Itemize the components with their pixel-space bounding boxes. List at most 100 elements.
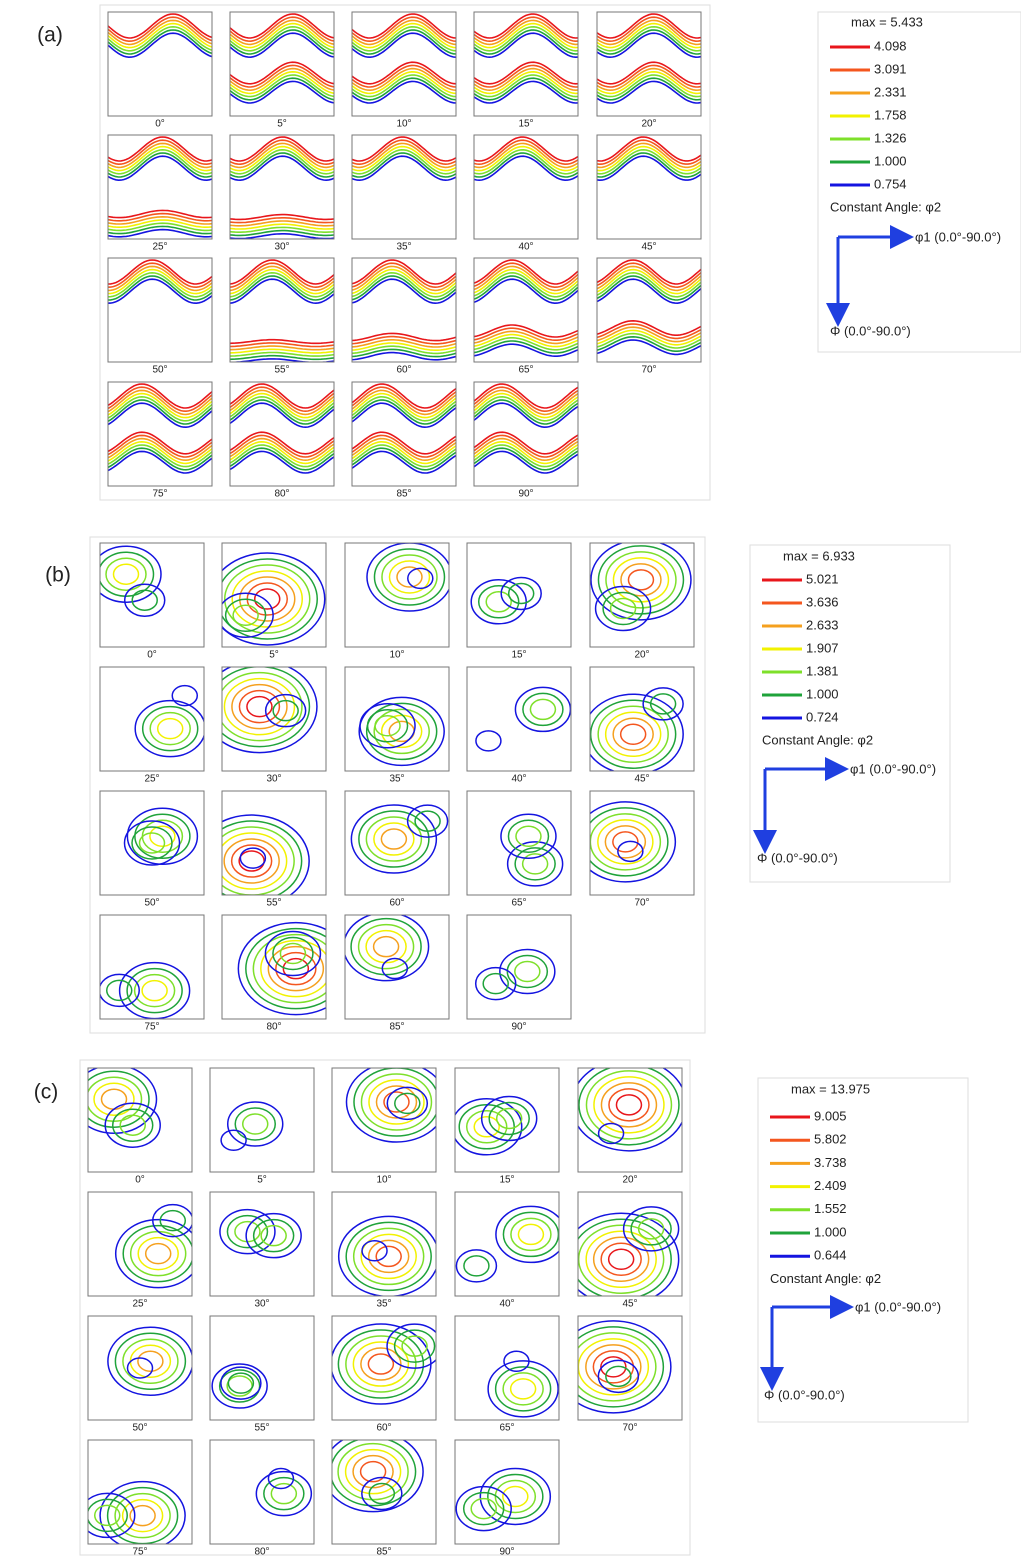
contour-line [230, 61, 334, 85]
contour-line [597, 29, 701, 55]
contour-line [352, 1341, 410, 1387]
section-frame [229, 257, 335, 363]
contour-line [474, 16, 578, 43]
contour-line [394, 1092, 421, 1115]
panel-label: (b) [45, 564, 71, 587]
contour-line [597, 332, 701, 349]
contour-line [359, 1460, 387, 1483]
contour-plot [590, 687, 684, 771]
contour-line [474, 450, 578, 474]
contour-line [414, 810, 441, 832]
contour-line [352, 399, 456, 425]
contour-line [367, 1353, 395, 1375]
contour-line [230, 220, 334, 227]
contour-line [223, 564, 311, 634]
section-frame [229, 381, 335, 487]
contour-line [375, 1085, 418, 1119]
contour-plot [219, 1208, 302, 1259]
contour-plot [255, 1467, 313, 1517]
contour-line [230, 223, 334, 230]
contour-line [592, 1350, 635, 1384]
contour-line [597, 329, 701, 346]
contour-line [352, 67, 456, 92]
contour-plot [352, 259, 456, 361]
contour-line [474, 389, 578, 416]
section-frame [209, 1439, 315, 1545]
contour-line [230, 395, 334, 422]
contour-line [230, 354, 334, 361]
contour-line [255, 1470, 313, 1517]
contour-line [474, 337, 578, 351]
contour-line [272, 936, 314, 971]
contour-line [108, 444, 212, 468]
contour-line [597, 19, 701, 46]
contour-line [358, 696, 445, 767]
contour-line [230, 348, 334, 354]
contour-line [222, 667, 311, 748]
contour-line [509, 1378, 537, 1400]
contour-line [597, 705, 669, 763]
contour-line [597, 142, 701, 169]
section-frame [107, 381, 213, 487]
contour-line [352, 332, 456, 342]
section-label: 45° [641, 242, 656, 253]
section-label: 15° [511, 650, 526, 661]
contour-line [514, 847, 556, 881]
section-label: 50° [152, 365, 167, 376]
contour-line [600, 1082, 658, 1128]
contour-line [597, 80, 701, 104]
section-label: 80° [254, 1547, 269, 1558]
contour-line [352, 61, 456, 85]
contour-line [108, 262, 212, 289]
contour-line [100, 973, 140, 1008]
contour-line [474, 444, 578, 468]
contour-line [230, 434, 334, 458]
section-frame [466, 542, 572, 648]
section-label: 90° [499, 1547, 514, 1558]
legend-level: 0.754 [874, 176, 907, 191]
contour-line [502, 1211, 559, 1258]
section-label: 90° [518, 489, 533, 500]
contour-line [352, 1454, 394, 1489]
section-frame [87, 1439, 193, 1545]
contour-line [104, 1102, 161, 1148]
contour-line [352, 29, 456, 55]
contour-line [345, 915, 430, 982]
section-label: 45° [622, 1299, 637, 1310]
contour-line [332, 1440, 417, 1507]
contour-line [230, 77, 334, 101]
y-axis-label: Φ (0.0°-90.0°) [757, 850, 838, 865]
section-label: 90° [511, 1022, 526, 1033]
contour-line [597, 70, 701, 95]
contour-line [487, 1360, 559, 1418]
contour-line [352, 1227, 425, 1286]
contour-line [156, 717, 184, 740]
contour-line [372, 935, 400, 958]
contour-line [149, 825, 176, 847]
contour-line [123, 820, 181, 866]
section-frame [577, 1067, 683, 1173]
contour-line [223, 677, 296, 736]
contour-line [600, 1356, 627, 1378]
contour-line [108, 225, 212, 235]
section-frame [351, 11, 457, 117]
contour-plot [366, 543, 449, 612]
contour-line [337, 1329, 425, 1399]
section-frame [589, 666, 695, 772]
section-label: 10° [396, 119, 411, 130]
contour-line [230, 351, 334, 357]
x-axis-label: φ1 (0.0°-90.0°) [850, 761, 936, 776]
section-frame [351, 134, 457, 240]
contour-plot [345, 915, 430, 982]
contour-line [134, 699, 204, 758]
contour-plot [597, 13, 701, 104]
section-frame [87, 1191, 193, 1297]
contour-line [246, 582, 288, 616]
contour-line [237, 921, 326, 1016]
contour-line [482, 972, 509, 995]
contour-plot [230, 259, 334, 362]
contour-line [108, 25, 212, 52]
section-label: 60° [376, 1423, 391, 1434]
contour-line [474, 259, 578, 285]
section-frame [221, 914, 327, 1020]
